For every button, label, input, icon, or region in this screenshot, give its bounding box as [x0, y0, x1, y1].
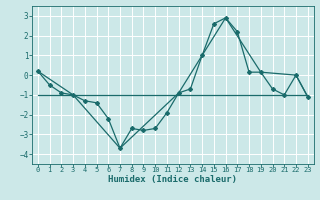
X-axis label: Humidex (Indice chaleur): Humidex (Indice chaleur) [108, 175, 237, 184]
